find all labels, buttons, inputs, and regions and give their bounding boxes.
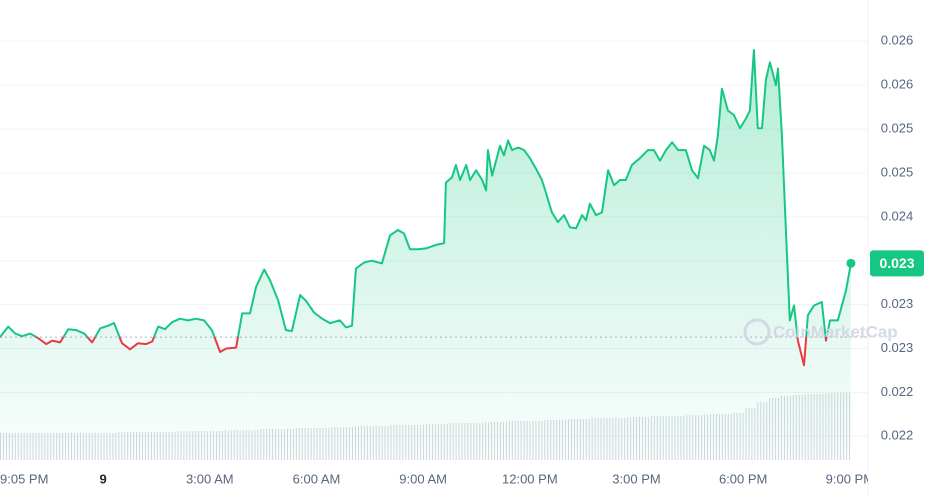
y-tick-label: 0.022 — [881, 428, 914, 443]
price-badge — [870, 250, 924, 277]
price-badge-label: 0.023 — [879, 255, 914, 271]
x-tick-label: 3:00 PM — [612, 471, 660, 486]
x-tick-label: 9:00 AM — [399, 471, 447, 486]
y-tick-label: 0.024 — [881, 208, 914, 223]
y-tick-label: 0.025 — [881, 120, 914, 135]
x-tick-label: 9 — [100, 471, 107, 486]
price-area — [0, 50, 851, 460]
plot-area: 9:05 PM 9 3:00 AM 6:00 AM 9:00 AM 12:00 PM 3:0… — [0, 40, 874, 486]
y-tick-label: 0.023 — [881, 296, 914, 311]
last-price-dot — [846, 258, 856, 268]
x-tick-label: 9:05 PM — [0, 471, 48, 486]
x-tick-label: 9:00 PM — [826, 471, 874, 486]
y-tick-label: 0.023 — [881, 340, 914, 355]
y-tick-label: 0.026 — [881, 33, 914, 48]
watermark-text: CoinMarketCap — [773, 322, 898, 341]
x-tick-label: 3:00 AM — [186, 471, 234, 486]
x-tick-label: 6:00 AM — [293, 471, 341, 486]
x-tick-label: 6:00 PM — [719, 471, 767, 486]
y-tick-label: 0.026 — [881, 77, 914, 92]
y-axis: 0.0220.0220.0230.0230.0240.0240.0250.025… — [870, 33, 924, 443]
y-tick-label: 0.025 — [881, 164, 914, 179]
x-tick-label: 12:00 PM — [502, 471, 558, 486]
watermark-logo — [743, 318, 771, 346]
watermark: CoinMarketCap — [743, 318, 898, 346]
y-tick-label: 0.022 — [881, 384, 914, 399]
price-line — [0, 49, 852, 367]
